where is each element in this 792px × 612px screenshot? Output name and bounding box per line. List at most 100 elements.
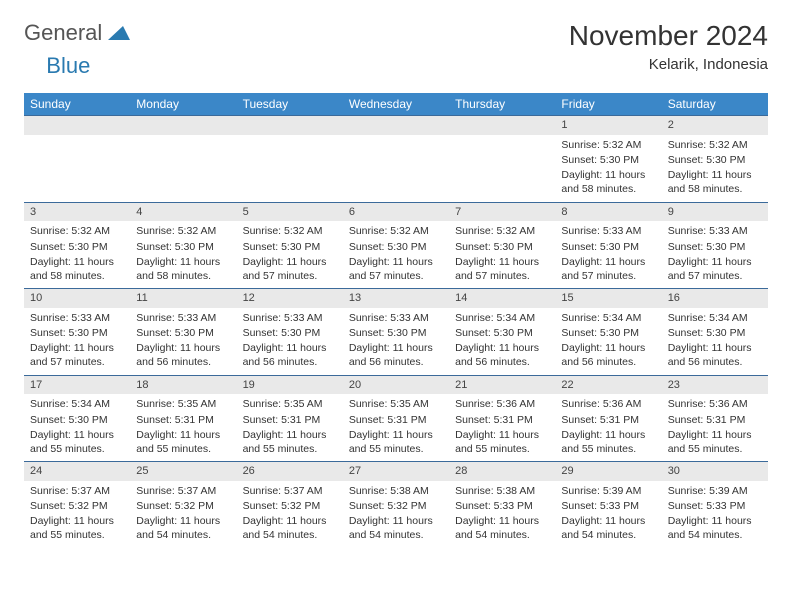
weekday-header-row: SundayMondayTuesdayWednesdayThursdayFrid… <box>24 93 768 116</box>
daylight-text: Daylight: 11 hours and 57 minutes. <box>30 341 124 369</box>
sunrise-text: Sunrise: 5:36 AM <box>668 397 762 411</box>
day-number <box>24 116 130 135</box>
day-number: 13 <box>343 289 449 308</box>
day-body: Sunrise: 5:38 AMSunset: 5:32 PMDaylight:… <box>343 481 449 548</box>
calendar-day-cell: 25Sunrise: 5:37 AMSunset: 5:32 PMDayligh… <box>130 462 236 548</box>
calendar-day-cell: 4Sunrise: 5:32 AMSunset: 5:30 PMDaylight… <box>130 202 236 289</box>
calendar-day-cell: 28Sunrise: 5:38 AMSunset: 5:33 PMDayligh… <box>449 462 555 548</box>
weekday-header: Sunday <box>24 93 130 116</box>
daylight-text: Daylight: 11 hours and 58 minutes. <box>30 255 124 283</box>
calendar-day-cell: 19Sunrise: 5:35 AMSunset: 5:31 PMDayligh… <box>237 375 343 462</box>
daylight-text: Daylight: 11 hours and 55 minutes. <box>455 428 549 456</box>
sunrise-text: Sunrise: 5:32 AM <box>561 138 655 152</box>
daylight-text: Daylight: 11 hours and 58 minutes. <box>668 168 762 196</box>
weekday-header: Friday <box>555 93 661 116</box>
day-body: Sunrise: 5:37 AMSunset: 5:32 PMDaylight:… <box>237 481 343 548</box>
sunset-text: Sunset: 5:30 PM <box>561 326 655 340</box>
day-body: Sunrise: 5:34 AMSunset: 5:30 PMDaylight:… <box>662 308 768 375</box>
day-body: Sunrise: 5:34 AMSunset: 5:30 PMDaylight:… <box>24 394 130 461</box>
day-number: 1 <box>555 116 661 135</box>
day-number <box>449 116 555 135</box>
daylight-text: Daylight: 11 hours and 58 minutes. <box>561 168 655 196</box>
day-number: 18 <box>130 376 236 395</box>
calendar-day-cell: 21Sunrise: 5:36 AMSunset: 5:31 PMDayligh… <box>449 375 555 462</box>
calendar-day-cell: 24Sunrise: 5:37 AMSunset: 5:32 PMDayligh… <box>24 462 130 548</box>
sunrise-text: Sunrise: 5:37 AM <box>136 484 230 498</box>
day-number: 7 <box>449 203 555 222</box>
day-number <box>237 116 343 135</box>
day-body: Sunrise: 5:32 AM Sunset: 5:30 PMDaylight:… <box>237 221 343 288</box>
sunset-text: Sunset: 5:33 PM <box>668 499 762 513</box>
calendar-day-cell: 3Sunrise: 5:32 AMSunset: 5:30 PMDaylight… <box>24 202 130 289</box>
daylight-text: Daylight: 11 hours and 54 minutes. <box>243 514 337 542</box>
calendar-day-cell: 15Sunrise: 5:34 AMSunset: 5:30 PMDayligh… <box>555 289 661 376</box>
day-number: 20 <box>343 376 449 395</box>
daylight-text: Daylight: 11 hours and 55 minutes. <box>243 428 337 456</box>
day-number: 11 <box>130 289 236 308</box>
day-body: Sunrise: 5:33 AMSunset: 5:30 PMDaylight:… <box>130 308 236 375</box>
day-number: 21 <box>449 376 555 395</box>
logo: General <box>24 20 132 46</box>
day-number: 4 <box>130 203 236 222</box>
calendar-week-row: 17Sunrise: 5:34 AMSunset: 5:30 PMDayligh… <box>24 375 768 462</box>
daylight-text: Daylight: 11 hours and 57 minutes. <box>243 255 337 283</box>
sunrise-text: Sunrise: 5:36 AM <box>455 397 549 411</box>
weekday-header: Wednesday <box>343 93 449 116</box>
calendar-day-cell: 16Sunrise: 5:34 AMSunset: 5:30 PMDayligh… <box>662 289 768 376</box>
day-number: 19 <box>237 376 343 395</box>
day-body: Sunrise: 5:32 AMSunset: 5:30 PMDaylight:… <box>555 135 661 202</box>
daylight-text: Daylight: 11 hours and 56 minutes. <box>455 341 549 369</box>
sunset-text: Sunset: 5:30 PM <box>455 240 549 254</box>
day-number: 16 <box>662 289 768 308</box>
day-number: 6 <box>343 203 449 222</box>
day-body: Sunrise: 5:33 AMSunset: 5:30 PMDaylight:… <box>555 221 661 288</box>
daylight-text: Daylight: 11 hours and 56 minutes. <box>349 341 443 369</box>
sunset-text: Sunset: 5:30 PM <box>243 240 337 254</box>
sunset-text: Sunset: 5:31 PM <box>561 413 655 427</box>
calendar-day-cell: 6Sunrise: 5:32 AMSunset: 5:30 PMDaylight… <box>343 202 449 289</box>
daylight-text: Daylight: 11 hours and 56 minutes. <box>243 341 337 369</box>
sunrise-text: Sunrise: 5:39 AM <box>668 484 762 498</box>
calendar-day-cell: 29Sunrise: 5:39 AMSunset: 5:33 PMDayligh… <box>555 462 661 548</box>
day-number: 14 <box>449 289 555 308</box>
day-number: 25 <box>130 462 236 481</box>
sunrise-text: Sunrise: 5:33 AM <box>668 224 762 238</box>
sunset-text: Sunset: 5:32 PM <box>243 499 337 513</box>
day-body: Sunrise: 5:32 AMSunset: 5:30 PMDaylight:… <box>130 221 236 288</box>
sunrise-text: Sunrise: 5:32 AM <box>30 224 124 238</box>
day-body: Sunrise: 5:35 AMSunset: 5:31 PMDaylight:… <box>130 394 236 461</box>
sunset-text: Sunset: 5:30 PM <box>243 326 337 340</box>
daylight-text: Daylight: 11 hours and 55 minutes. <box>349 428 443 456</box>
day-number: 15 <box>555 289 661 308</box>
calendar-day-cell: 23Sunrise: 5:36 AMSunset: 5:31 PMDayligh… <box>662 375 768 462</box>
day-body: Sunrise: 5:33 AMSunset: 5:30 PMDaylight:… <box>343 308 449 375</box>
calendar-week-row: 3Sunrise: 5:32 AMSunset: 5:30 PMDaylight… <box>24 202 768 289</box>
calendar-day-cell <box>130 116 236 203</box>
weekday-header: Monday <box>130 93 236 116</box>
sunset-text: Sunset: 5:30 PM <box>136 240 230 254</box>
day-body: Sunrise: 5:36 AMSunset: 5:31 PMDaylight:… <box>449 394 555 461</box>
sunset-text: Sunset: 5:30 PM <box>561 153 655 167</box>
day-body: Sunrise: 5:33 AMSunset: 5:30 PMDaylight:… <box>237 308 343 375</box>
day-number <box>343 116 449 135</box>
daylight-text: Daylight: 11 hours and 55 minutes. <box>561 428 655 456</box>
weekday-header: Thursday <box>449 93 555 116</box>
sunrise-text: Sunrise: 5:32 AM <box>136 224 230 238</box>
calendar-day-cell: 27Sunrise: 5:38 AMSunset: 5:32 PMDayligh… <box>343 462 449 548</box>
calendar-day-cell <box>24 116 130 203</box>
sunrise-text: Sunrise: 5:32 AM <box>243 224 337 238</box>
calendar-day-cell: 22Sunrise: 5:36 AMSunset: 5:31 PMDayligh… <box>555 375 661 462</box>
sunset-text: Sunset: 5:30 PM <box>349 326 443 340</box>
calendar-day-cell: 17Sunrise: 5:34 AMSunset: 5:30 PMDayligh… <box>24 375 130 462</box>
sunrise-text: Sunrise: 5:33 AM <box>30 311 124 325</box>
day-body: Sunrise: 5:39 AMSunset: 5:33 PMDaylight:… <box>555 481 661 548</box>
calendar-week-row: 10Sunrise: 5:33 AMSunset: 5:30 PMDayligh… <box>24 289 768 376</box>
sunrise-text: Sunrise: 5:33 AM <box>561 224 655 238</box>
sunrise-text: Sunrise: 5:33 AM <box>136 311 230 325</box>
day-number: 8 <box>555 203 661 222</box>
daylight-text: Daylight: 11 hours and 54 minutes. <box>668 514 762 542</box>
month-title: November 2024 <box>569 20 768 52</box>
day-body: Sunrise: 5:33 AMSunset: 5:30 PMDaylight:… <box>24 308 130 375</box>
daylight-text: Daylight: 11 hours and 54 minutes. <box>349 514 443 542</box>
calendar-day-cell: 5Sunrise: 5:32 AMSunset: 5:30 PMDaylight… <box>237 202 343 289</box>
